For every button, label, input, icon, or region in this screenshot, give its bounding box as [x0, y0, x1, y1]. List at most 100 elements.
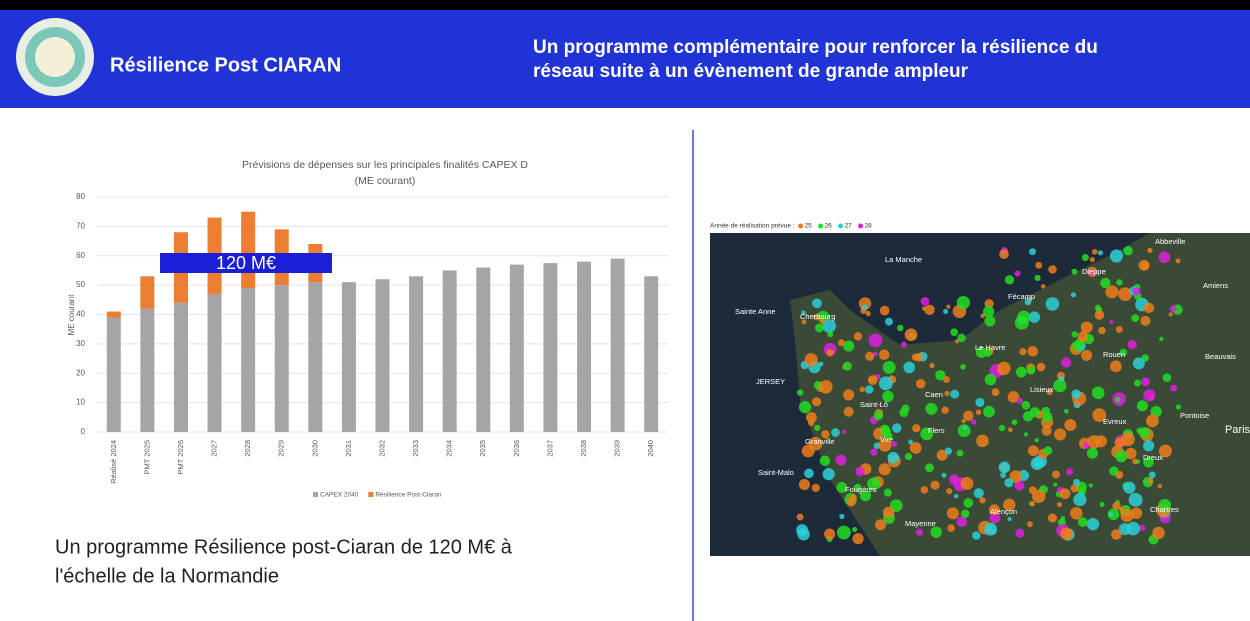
map-dot: [1009, 470, 1022, 483]
map-dot: [1029, 407, 1040, 418]
map-dot: [879, 305, 890, 316]
map-dot: [804, 353, 818, 367]
map-dot: [1071, 331, 1078, 338]
map-dot: [1108, 511, 1113, 517]
map-dot: [1089, 257, 1095, 263]
x-tick-label: 2031: [344, 440, 353, 457]
map-dot: [920, 427, 934, 441]
bar: [375, 279, 390, 432]
y-tick-label: 0: [81, 427, 86, 436]
map-dot: [1152, 526, 1165, 540]
map-dot: [1111, 529, 1122, 540]
header-band: [0, 10, 1250, 108]
bar: [207, 293, 222, 432]
place-label: Beauvais: [1205, 352, 1236, 361]
x-tick-label: 2035: [478, 440, 487, 457]
map-dot: [1125, 447, 1137, 460]
map-dot: [944, 390, 950, 396]
x-tick-label: 2029: [277, 440, 286, 457]
map-dot: [979, 497, 986, 504]
map-dot: [1126, 521, 1141, 536]
map-dot: [1138, 259, 1150, 271]
map-dot: [1071, 340, 1083, 351]
x-tick-label: 2033: [411, 440, 420, 457]
map-dot: [1143, 457, 1154, 468]
map-dot: [920, 296, 930, 306]
map-dot: [1091, 248, 1098, 255]
map-dot: [878, 349, 890, 361]
map-dot: [819, 455, 831, 466]
map-dot: [873, 351, 878, 357]
x-tick-label: 2034: [445, 440, 454, 457]
map-dot: [836, 482, 848, 493]
place-label: Lisieux: [1030, 385, 1054, 394]
map-dot: [1081, 254, 1089, 262]
map-dot: [904, 452, 913, 461]
map-dot: [956, 295, 971, 310]
bar: [442, 270, 457, 432]
map-dot: [946, 507, 959, 520]
place-label: Le Havre: [975, 343, 1005, 352]
map-dot: [1088, 483, 1093, 488]
map-dot: [1157, 484, 1163, 489]
map-dot: [1086, 447, 1098, 459]
place-label: Vire: [880, 435, 893, 444]
map-dot: [1008, 427, 1013, 433]
map-dot: [946, 304, 951, 309]
map-dot: [900, 341, 907, 348]
place-label: Chartres: [1150, 505, 1179, 514]
map-dot: [961, 419, 966, 424]
map-dot: [870, 448, 878, 456]
map-dot: [1036, 362, 1046, 372]
map-land: [790, 233, 1250, 556]
map-dot: [839, 513, 845, 520]
map-dot: [831, 428, 840, 437]
map-legend-dot: [818, 223, 824, 229]
map-dot: [1143, 302, 1155, 314]
map-dot: [912, 424, 921, 433]
map-legend-dot: [838, 223, 844, 229]
map-dot: [1169, 305, 1177, 312]
place-label: Fougères: [845, 485, 877, 494]
chart-title: Prévisions de dépenses sur les principal…: [242, 159, 528, 171]
x-tick-label: 2036: [512, 440, 521, 457]
map-dot: [1045, 297, 1060, 311]
map-dot: [891, 423, 902, 433]
map-dot: [1060, 515, 1066, 521]
map-dot: [842, 361, 852, 371]
map-dot: [1026, 521, 1033, 528]
y-tick-label: 10: [76, 398, 85, 407]
map-dot: [1131, 314, 1140, 323]
caption: l'échelle de la Normandie: [55, 565, 279, 587]
map-dot: [1059, 488, 1071, 500]
map-dot: [972, 531, 981, 540]
map-dot: [1147, 247, 1153, 254]
map-dot: [1027, 346, 1038, 357]
place-label: Amiens: [1203, 281, 1228, 290]
map-dot: [1054, 428, 1067, 441]
map-dot: [991, 388, 1000, 397]
annotation: 120 M€: [216, 253, 276, 273]
bar: [106, 311, 121, 318]
map-dot: [1123, 481, 1136, 494]
map-dot: [944, 447, 952, 455]
map-dot: [814, 424, 821, 431]
bar: [577, 261, 592, 432]
map-dot: [1123, 246, 1133, 256]
bar: [241, 211, 256, 289]
map-dot: [941, 406, 949, 414]
map-dot: [1086, 517, 1100, 531]
y-tick-label: 50: [76, 280, 85, 289]
map-dot: [908, 439, 913, 445]
map-dot: [941, 472, 947, 478]
x-tick-label: PMT 2025: [142, 440, 151, 474]
map-dot: [930, 480, 940, 490]
map-dot: [954, 494, 959, 499]
map-dot: [1042, 411, 1053, 423]
x-tick-label: Réalisé 2024: [109, 440, 118, 484]
map-dot: [826, 349, 834, 357]
map-dot: [1064, 530, 1073, 539]
map-dot: [1115, 325, 1123, 334]
bar: [409, 276, 424, 432]
map-dot: [1064, 418, 1077, 431]
